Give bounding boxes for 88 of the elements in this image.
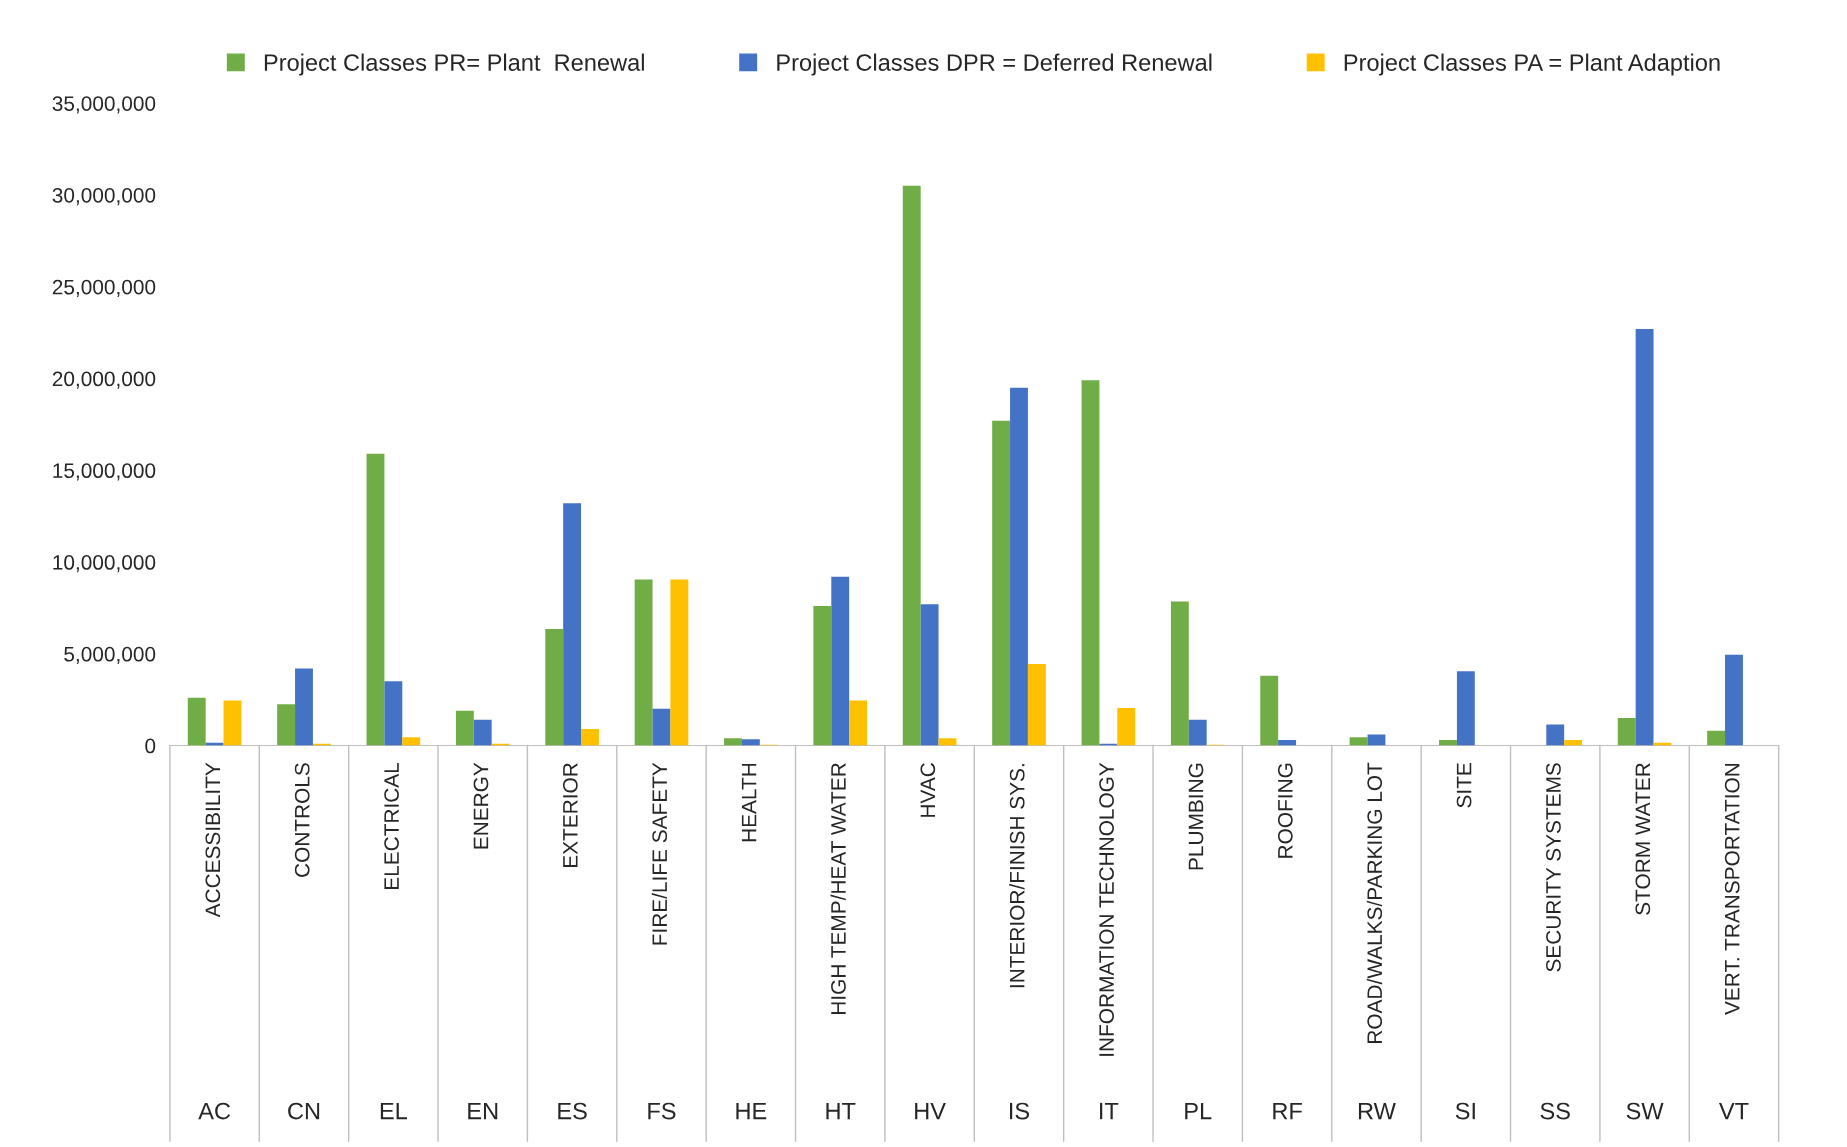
- bar: [473, 719, 492, 746]
- legend-label: Project Classes PR= Plant Renewal: [264, 53, 644, 76]
- x-tick-label: SITE: [1456, 763, 1472, 808]
- bar: [1617, 718, 1636, 746]
- y-tick-label: 25,000,000: [52, 279, 156, 297]
- x-tick-label: INTERIOR/FINISH SYS.: [1009, 764, 1025, 988]
- text: PL: [1185, 1102, 1212, 1120]
- bar: [1725, 654, 1743, 746]
- bar: [1027, 663, 1046, 746]
- bar: [741, 739, 760, 746]
- text: HE: [736, 1102, 767, 1120]
- y-tick-label: 10,000,000: [53, 555, 156, 573]
- bar: [849, 700, 868, 746]
- bar: [545, 629, 564, 746]
- bar: [295, 668, 313, 746]
- bar: [920, 604, 939, 746]
- text: ES: [558, 1102, 587, 1120]
- bar: [223, 700, 242, 746]
- x-tick-label: PLUMBING: [1188, 763, 1204, 870]
- bar: [634, 579, 653, 746]
- x-tick-label: FIRE/LIFE SAFETY: [651, 762, 668, 945]
- bar: [1707, 730, 1726, 746]
- bar: [1546, 724, 1565, 746]
- legend-label: Project Classes DPR = Deferred Renewal: [777, 53, 1212, 76]
- bar: [724, 738, 742, 746]
- x-tick-label: HEALTH: [741, 763, 757, 842]
- bar: [831, 576, 850, 746]
- bar: [902, 185, 921, 746]
- text: IS: [1010, 1102, 1030, 1120]
- y-tick-label: 15,000,000: [53, 463, 156, 481]
- bar: [187, 697, 206, 746]
- text: AC: [198, 1102, 231, 1120]
- x-tick-label: HVAC: [920, 763, 936, 817]
- text: HT: [826, 1102, 856, 1120]
- bar: [1635, 328, 1654, 746]
- bar: [1349, 737, 1368, 746]
- bar: [1260, 675, 1279, 746]
- bar: [938, 738, 957, 746]
- text: EL: [380, 1102, 408, 1120]
- x-tick-label: SECURITY SYSTEMS: [1546, 763, 1561, 972]
- x-tick-label: EXTERIOR: [562, 763, 578, 868]
- bar: [1439, 740, 1457, 746]
- text: HV: [915, 1102, 946, 1120]
- bar: [581, 729, 599, 746]
- y-tick-label: 20,000,000: [52, 371, 156, 389]
- bar: [670, 579, 689, 746]
- x-tick-label: VERT. TRANSPORTATION: [1724, 763, 1740, 1015]
- y-tick-label: 5,000,000: [64, 646, 156, 664]
- text: FS: [648, 1102, 676, 1120]
- y-tick-label: 30,000,000: [52, 187, 156, 206]
- text: RF: [1273, 1102, 1302, 1120]
- text: VT: [1718, 1102, 1749, 1120]
- bar: [402, 737, 421, 746]
- bar: [277, 704, 296, 746]
- bar: [455, 710, 474, 746]
- bar: [563, 503, 582, 746]
- text: SS: [1540, 1102, 1570, 1120]
- x-tick-label: CONTROLS: [294, 763, 310, 877]
- bar: [1188, 719, 1207, 746]
- bar: [813, 606, 832, 746]
- text: EN: [468, 1102, 498, 1120]
- x-tick-label: ELECTRICAL: [384, 762, 399, 890]
- text: RW: [1358, 1102, 1396, 1120]
- bar: [992, 420, 1011, 746]
- bar: [1117, 707, 1136, 746]
- text: SI: [1455, 1102, 1475, 1120]
- bar: [366, 453, 385, 746]
- x-tick-label: ROAD/WALKS/PARKING LOT: [1366, 762, 1383, 1043]
- bar: [1010, 387, 1028, 746]
- x-tick-label: STORM WATER: [1635, 763, 1651, 915]
- bar: [384, 681, 403, 746]
- bar: [1278, 740, 1297, 746]
- x-tick-label: ACCESSIBILITY: [205, 762, 221, 918]
- text: CN: [288, 1102, 320, 1120]
- y-tick-label: 0: [145, 738, 156, 754]
- text: IT: [1100, 1102, 1119, 1120]
- x-tick-label: ROOFING: [1277, 763, 1293, 858]
- x-tick-label: ENERGY: [473, 762, 489, 849]
- legend-label: Project Classes PA = Plant Adaption: [1344, 53, 1720, 76]
- y-tick-label: 35,000,000: [52, 96, 156, 114]
- x-tick-label: HIGH TEMP/HEAT WATER: [830, 763, 846, 1015]
- text: SW: [1626, 1102, 1664, 1120]
- bar: [1564, 740, 1583, 746]
- bar: [1456, 671, 1475, 746]
- x-tick-label: INFORMATION TECHNOLOGY: [1099, 762, 1114, 1056]
- bar: [1081, 380, 1100, 746]
- bar: [1170, 601, 1189, 746]
- bar: [652, 708, 671, 746]
